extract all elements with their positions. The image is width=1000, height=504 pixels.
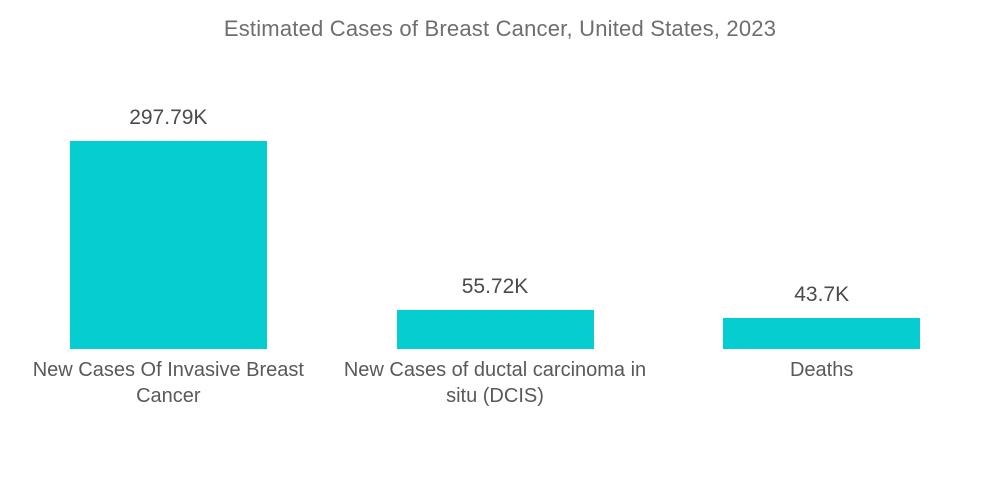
bar-category-label: Deaths: [789, 359, 854, 381]
bar-group: 43.7K Deaths: [658, 0, 985, 409]
bar-stack: 55.72K: [396, 0, 594, 349]
bar-stack: 43.7K: [723, 0, 921, 349]
bar-value-label: 297.79K: [129, 106, 208, 129]
bar-stack: 297.79K: [69, 0, 267, 349]
bar-value-label: 55.72K: [461, 275, 529, 298]
bar-group: 297.79K New Cases Of Invasive Breast Canc…: [5, 0, 332, 409]
bar[interactable]: [723, 318, 921, 349]
chart-title: Estimated Cases of Breast Cancer, United…: [223, 16, 777, 41]
bar-value-label: 43.7K: [794, 283, 850, 306]
bar[interactable]: [69, 141, 267, 349]
bar-chart: 297.79K New Cases Of Invasive Breast Canc…: [5, 0, 985, 409]
bar-category-label: New Cases Of Invasive Breast Cancer: [32, 359, 304, 407]
bar-category-label: New Cases of ductal carcinoma in situ (D…: [343, 359, 647, 407]
bar-group: 55.72K New Cases of ductal carcinoma in s…: [332, 0, 659, 409]
bar[interactable]: [396, 310, 594, 349]
